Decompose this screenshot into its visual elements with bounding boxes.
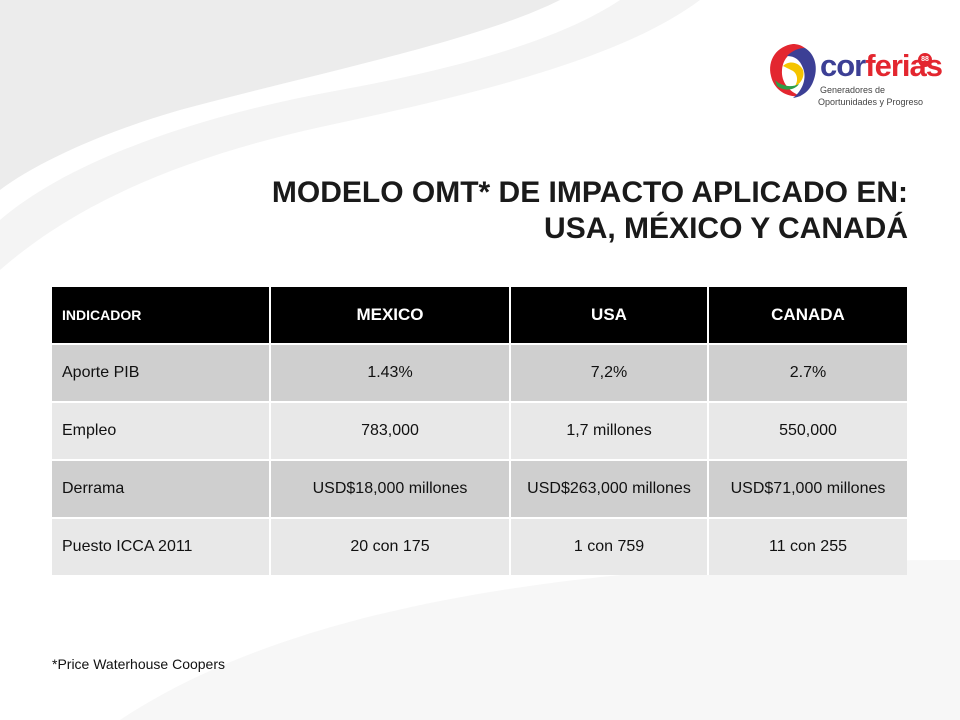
cell-canada: 2.7% — [708, 343, 907, 402]
brand-name: corferias — [820, 48, 943, 83]
row-label: Puesto ICCA 2011 — [52, 517, 271, 575]
cell-usa: 7,2% — [510, 343, 709, 402]
cell-mexico: 783,000 — [270, 401, 511, 460]
cell-canada: USD$71,000 millones — [708, 459, 907, 518]
header-canada: CANADA — [708, 287, 907, 344]
row-label: Aporte PIB — [52, 343, 271, 402]
cell-usa: 1,7 millones — [510, 401, 709, 460]
row-label: Derrama — [52, 459, 271, 518]
header-usa: USA — [510, 287, 709, 344]
table-row: Puesto ICCA 2011 20 con 175 1 con 759 11… — [52, 517, 907, 575]
impact-table: INDICADOR MEXICO USA CANADA Aporte PIB 1… — [52, 287, 907, 575]
tagline-line2: Oportunidades y Progreso — [818, 97, 924, 107]
cell-usa: 1 con 759 — [510, 517, 709, 575]
table-row: Aporte PIB 1.43% 7,2% 2.7% — [52, 343, 907, 402]
corferias-logo: corferias 88 Generadores de Oportunidade… — [760, 35, 943, 110]
cell-mexico: 1.43% — [270, 343, 511, 402]
row-label: Empleo — [52, 401, 271, 460]
cell-canada: 550,000 — [708, 401, 907, 460]
cell-mexico: 20 con 175 — [270, 517, 511, 575]
table-row: Empleo 783,000 1,7 millones 550,000 — [52, 401, 907, 460]
table-header-row: INDICADOR MEXICO USA CANADA — [52, 287, 907, 344]
header-mexico: MEXICO — [270, 287, 511, 344]
table-row: Derrama USD$18,000 millones USD$263,000 … — [52, 459, 907, 518]
title-line1: MODELO OMT* DE IMPACTO APLICADO EN: — [271, 176, 908, 209]
page-title: MODELO OMT* DE IMPACTO APLICADO EN: USA,… — [272, 175, 908, 247]
title-line2: USA, MÉXICO Y CANADÁ — [544, 212, 908, 245]
anniversary-badge: 88 — [918, 53, 932, 67]
cell-canada: 11 con 255 — [708, 517, 907, 575]
tagline-line1: Generadores de — [820, 85, 886, 95]
footnote: *Price Waterhouse Coopers — [52, 656, 226, 672]
header-indicador: INDICADOR — [52, 287, 271, 344]
cell-mexico: USD$18,000 millones — [270, 459, 511, 518]
cell-usa: USD$263,000 millones — [510, 459, 709, 518]
corferias-logo-icon — [770, 44, 816, 98]
